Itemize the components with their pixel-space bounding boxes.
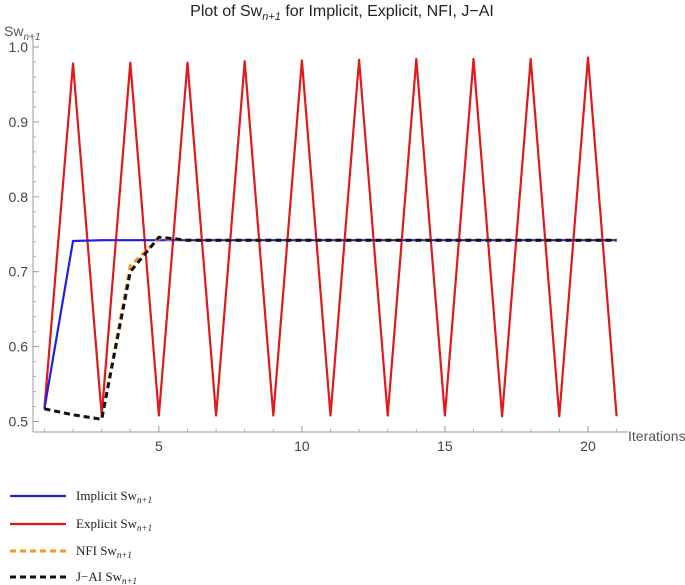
legend-label-name: Explicit Sw [76,516,138,531]
legend-label: NFI Swn+1 [76,543,132,560]
x-tick-label: 15 [437,438,453,454]
y-axis-label: Swn+1 [4,23,40,43]
y-tick-label: 0.7 [9,264,29,280]
axis-ticks: 5 10 15 20 0.5 0.6 0.7 0.8 0.9 1.0 [9,39,618,454]
x-tick-label: 5 [155,438,163,454]
series-line-j-ai [44,235,617,421]
legend-label-subscript: n+1 [137,523,152,533]
x-axis-label: Iterations [628,428,685,444]
y-axis-label-subscript: n+1 [23,32,40,43]
chart-title: Plot of Swn+1 for Implicit, Explicit, NF… [190,3,494,23]
y-axis-label-base: Sw [4,23,24,39]
legend-label: J−AI Swn+1 [76,569,137,585]
y-tick-label: 1.0 [9,39,29,55]
x-tick-label: 20 [580,438,596,454]
legend-label-subscript: n+1 [117,550,132,560]
legend-label: Implicit Swn+1 [76,488,152,505]
y-tick-label: 0.5 [9,414,29,430]
chart-title-subscript: n+1 [262,11,281,23]
legend-label-subscript: n+1 [122,576,137,585]
y-tick-label: 0.9 [9,114,29,130]
y-tick-label: 0.6 [9,339,29,355]
legend-label-name: J−AI Sw [76,569,123,584]
chart-title-suffix: for Implicit, Explicit, NFI, J−AI [281,3,494,20]
series-layer [43,56,618,421]
series-line-explicit [43,56,618,418]
legend-label-subscript: n+1 [137,495,152,505]
legend-label-name: Implicit Sw [76,488,138,503]
chart-title-prefix: Plot of Sw [190,3,262,20]
x-tick-label: 10 [294,438,310,454]
y-tick-label: 0.8 [9,189,29,205]
legend-label: Explicit Swn+1 [76,516,152,533]
legend-label-name: NFI Sw [76,543,117,558]
series-line-nfi [44,237,617,421]
